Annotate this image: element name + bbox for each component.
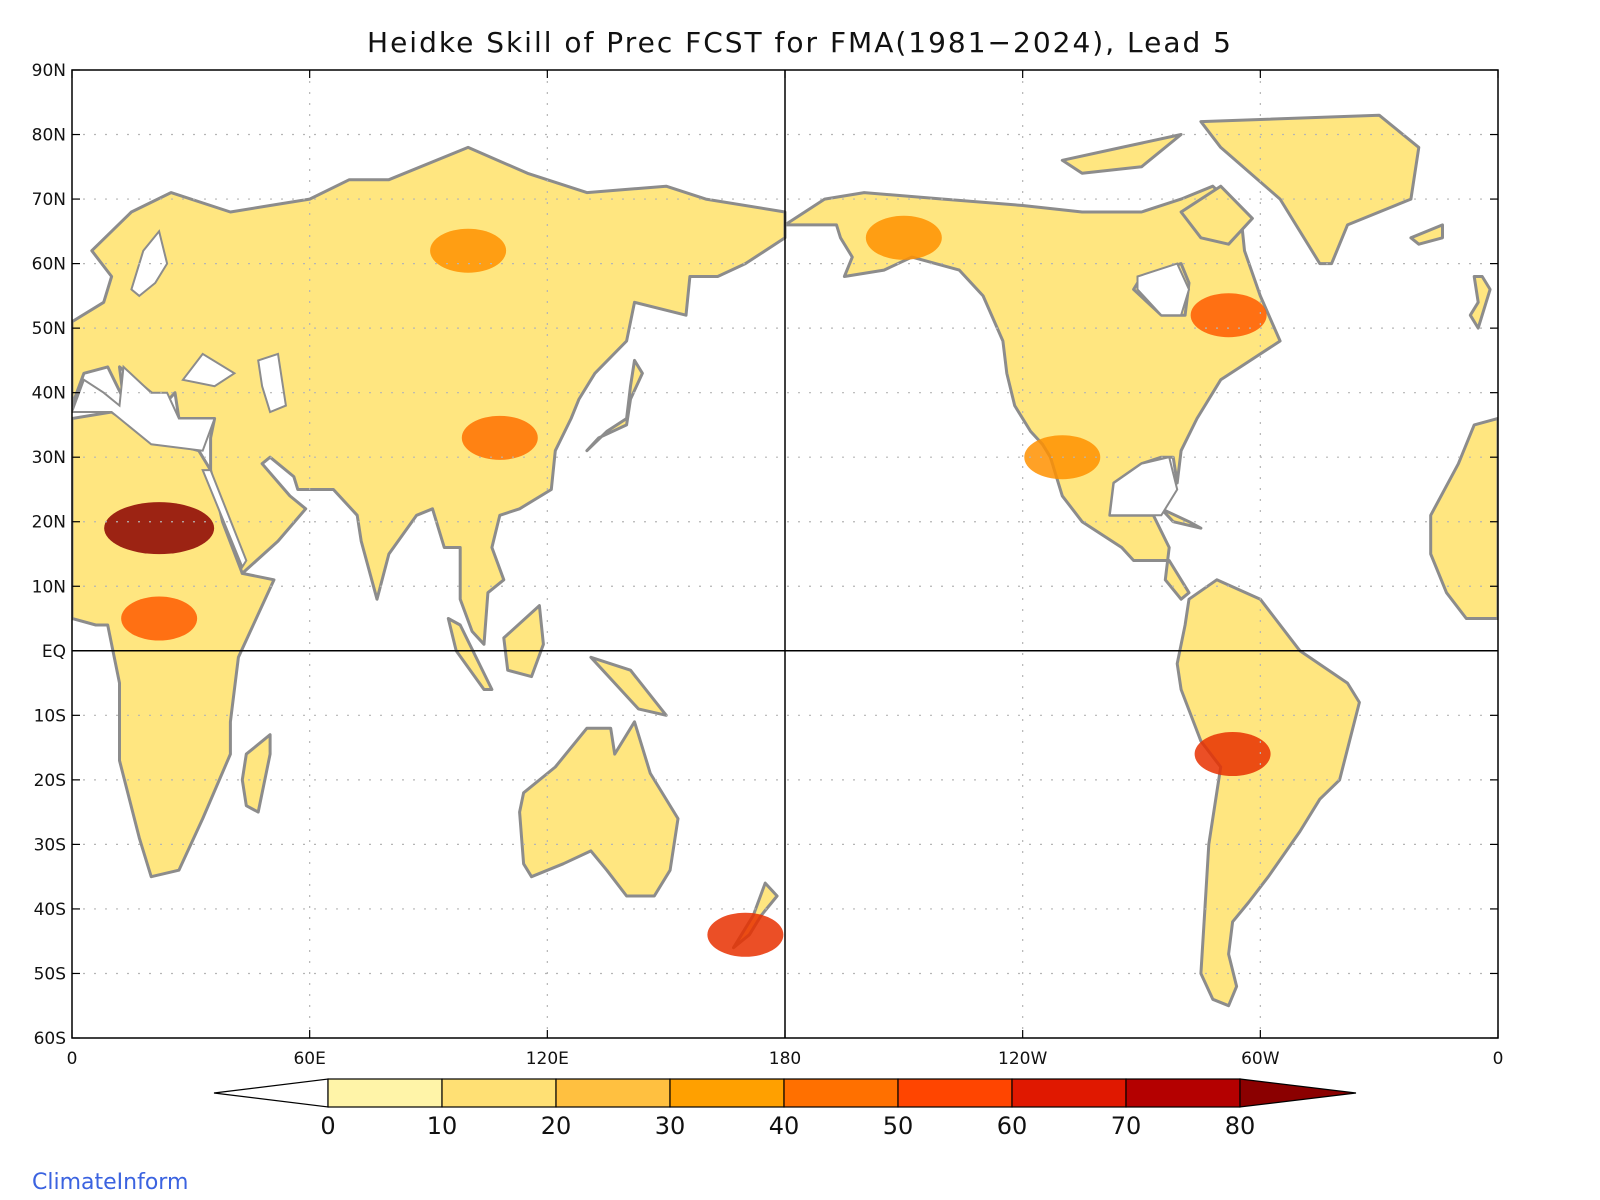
landmass-borneo xyxy=(502,604,545,679)
credit-label: ClimateInform xyxy=(32,1170,189,1195)
skill-hotspot xyxy=(104,502,215,555)
landmass-sumatra xyxy=(446,617,494,691)
lat-tick-label: 50N xyxy=(32,319,66,339)
colorbar-segment xyxy=(1011,1078,1127,1108)
colorbar-tick-label: 70 xyxy=(1111,1112,1142,1140)
water-hudson-bay xyxy=(1136,262,1191,317)
skill-hotspot xyxy=(430,228,507,273)
colorbar-tick-label: 60 xyxy=(997,1112,1028,1140)
longitude-labels: 0 60E 120E 180 120W 60W 0 xyxy=(67,70,1504,1069)
lat-tick-label: 40S xyxy=(34,900,66,920)
lon-tick-label: 60W xyxy=(1241,1049,1280,1069)
lat-tick-label: 10S xyxy=(34,706,66,726)
colorbar-segment xyxy=(1125,1078,1241,1108)
lat-tick-label: 40N xyxy=(32,384,66,404)
colorbar-tick-label: 30 xyxy=(655,1112,686,1140)
colorbar-segment xyxy=(669,1078,785,1108)
landmass-madagascar xyxy=(240,733,272,814)
landmass-iceland xyxy=(1409,223,1444,246)
skill-hotspot xyxy=(707,912,784,957)
landmass-new-guinea xyxy=(589,655,668,717)
lat-tick-label: 90N xyxy=(32,61,66,81)
skill-hotspot xyxy=(121,596,198,641)
colorbar-tick-label: 10 xyxy=(427,1112,458,1140)
landmass-australia xyxy=(518,720,680,898)
lat-tick-label: 80N xyxy=(32,126,66,146)
landmass-west-africa xyxy=(1429,417,1498,620)
skill-hotspot xyxy=(1190,293,1267,338)
colorbar-segment xyxy=(327,1078,443,1108)
landmass-arctic-isles xyxy=(1060,133,1183,175)
water-red-sea xyxy=(201,469,248,570)
skill-hotspot xyxy=(461,415,538,460)
lat-tick-label: 60N xyxy=(32,255,66,275)
colorbar-segment xyxy=(783,1078,899,1108)
skill-hotspot xyxy=(865,215,942,260)
landmass-greenland xyxy=(1199,113,1421,266)
landmass-japan xyxy=(585,358,644,453)
colorbar-segment xyxy=(555,1078,671,1108)
colorbar-tick-label: 50 xyxy=(883,1112,914,1140)
lat-tick-label: 60S xyxy=(34,1029,66,1049)
lat-tick-label: 20N xyxy=(32,513,66,533)
lat-tick-label: 30N xyxy=(32,448,66,468)
water-mediterranean xyxy=(72,364,217,452)
landmass-antilles-cuba xyxy=(1159,507,1203,530)
lat-tick-label: 50S xyxy=(34,964,66,984)
lat-tick-label: EQ xyxy=(42,642,66,662)
lon-tick-label: 60E xyxy=(293,1049,325,1069)
skill-hotspot xyxy=(1194,732,1271,777)
lon-tick-label: 120W xyxy=(998,1049,1047,1069)
colorbar: 0 10 20 30 40 50 60 70 80 xyxy=(213,1078,1357,1140)
land-layer xyxy=(72,113,1498,1008)
landmass-scandinavia-uk xyxy=(1468,275,1492,330)
lat-tick-label: 30S xyxy=(34,835,66,855)
water-black-sea xyxy=(181,352,237,388)
lon-tick-label: 0 xyxy=(1493,1049,1504,1069)
colorbar-over-triangle xyxy=(1239,1078,1357,1108)
colorbar-segment xyxy=(441,1078,557,1108)
chart-title: Heidke Skill of Prec FCST for FMA(1981−2… xyxy=(367,26,1233,59)
colorbar-segment xyxy=(897,1078,1013,1108)
lat-tick-label: 20S xyxy=(34,771,66,791)
lon-tick-label: 120E xyxy=(526,1049,569,1069)
lon-tick-label: 180 xyxy=(769,1049,801,1069)
latitude-labels: 90N 80N 70N 60N 50N 40N 30N 20N 10N EQ 10S 20S 30S 40… xyxy=(32,61,1498,1049)
colorbar-under-triangle xyxy=(213,1078,329,1108)
colorbar-tick-label: 0 xyxy=(320,1112,335,1140)
grid-lines xyxy=(72,70,1498,1038)
lon-tick-label: 0 xyxy=(67,1049,78,1069)
lat-tick-label: 70N xyxy=(32,190,66,210)
water-caspian xyxy=(257,352,288,414)
lat-tick-label: 10N xyxy=(32,577,66,597)
colorbar-tick-label: 20 xyxy=(541,1112,572,1140)
colorbar-tick-label: 80 xyxy=(1225,1112,1256,1140)
landmass-baffin xyxy=(1179,184,1254,246)
water-gulf-of-mexico xyxy=(1108,456,1179,517)
colorbar-tick-label: 40 xyxy=(769,1112,800,1140)
landmass-south-america xyxy=(1175,578,1361,1008)
